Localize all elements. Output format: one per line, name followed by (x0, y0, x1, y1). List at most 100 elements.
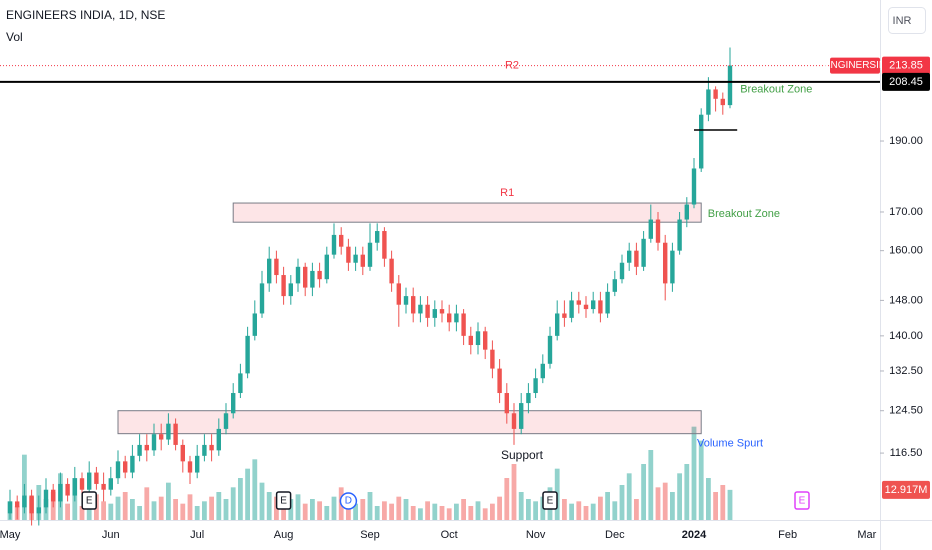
candle-body (382, 231, 387, 259)
volume-bar (490, 503, 495, 520)
volume-bar (259, 482, 265, 520)
volume-bar (533, 501, 538, 520)
candle-body (627, 250, 632, 263)
volume-bar (122, 492, 128, 520)
candle-body (519, 403, 524, 429)
zone-label: R1 (500, 187, 514, 199)
candle-body (540, 363, 545, 379)
volume-bar (367, 492, 373, 520)
volume-bar (202, 501, 207, 520)
candle-body (324, 254, 329, 280)
x-tick-label: Nov (526, 529, 546, 541)
x-tick-label: Feb (778, 529, 797, 541)
volume-bar (324, 506, 330, 520)
candle-body (43, 489, 49, 508)
x-tick-label: 2024 (682, 529, 707, 541)
event-marker (275, 491, 292, 510)
candle-body (87, 472, 92, 490)
volume-bar (504, 478, 510, 520)
candle-body (223, 413, 229, 429)
volume-bar (410, 506, 416, 520)
candle-body (202, 444, 207, 456)
candle-body (511, 413, 517, 429)
candle-layer (7, 47, 733, 526)
volume-bar (497, 496, 502, 520)
candle-body (123, 461, 128, 473)
event-marker (81, 491, 97, 510)
volume-bar (101, 501, 106, 520)
y-tick-label: 124.50 (889, 405, 923, 417)
volume-bar (166, 482, 171, 520)
volume-bar (223, 499, 229, 520)
candle-body (29, 495, 34, 514)
volume-bar (439, 506, 445, 520)
volume-bar (382, 501, 387, 520)
candle-body (79, 478, 85, 490)
candle-body (504, 393, 509, 414)
candle-body (425, 304, 430, 318)
candle-body (209, 444, 214, 451)
candle-body (483, 331, 488, 350)
volume-bar (670, 492, 675, 520)
candle-body (166, 423, 171, 440)
candle-body (252, 313, 257, 336)
candle-body (65, 483, 70, 496)
event-label: E (799, 496, 806, 507)
currency-button[interactable] (888, 7, 926, 34)
volume-bar (720, 485, 726, 520)
zone-label: Support (501, 448, 544, 462)
volume-bar (252, 459, 258, 520)
volume-bar (691, 426, 697, 520)
candle-body (339, 234, 344, 247)
event-marker (339, 492, 358, 510)
x-tick-label: Oct (441, 529, 458, 541)
volume-bar (194, 506, 200, 520)
candle-body (677, 219, 682, 251)
x-tick-label: Aug (274, 529, 294, 541)
candle-body (576, 300, 581, 305)
volume-bar (641, 464, 646, 520)
volume-bar (461, 499, 466, 520)
candle-body (713, 89, 718, 99)
volume-bar (245, 468, 250, 520)
candle-body (259, 283, 265, 314)
volume-bar (425, 501, 430, 520)
candle-body (15, 501, 20, 508)
volume-bar (655, 487, 661, 520)
candle-body (267, 258, 272, 284)
chart-title: ENGINEERS INDIA, 1D, NSE (6, 8, 165, 22)
event-label: E (86, 496, 93, 507)
volume-bar (137, 506, 142, 520)
candle-body (533, 378, 538, 394)
candle-body (619, 262, 625, 280)
candle-body (346, 246, 351, 263)
candle-body (331, 234, 337, 255)
x-tick-label: May (0, 529, 21, 541)
candle-body (159, 434, 164, 440)
candle-body (216, 428, 221, 451)
annotation: Breakout Zone (740, 83, 812, 95)
volume-bar (230, 487, 236, 520)
overlay-layer: 116.50 124.50 132.50 140.00 148.00 160.00 170.… (0, 56, 930, 541)
candle-body (670, 250, 675, 284)
price-tag-label: 213.85 (889, 59, 923, 71)
candle-body (151, 434, 157, 451)
candle-body (591, 300, 596, 310)
zone (117, 410, 702, 435)
candle-body (684, 204, 689, 220)
volume-bar (317, 501, 322, 520)
volume-bar (108, 503, 114, 520)
candle-body (468, 335, 473, 346)
candle-body (648, 219, 653, 239)
x-tick-label: Jun (102, 529, 120, 541)
volume-bar (79, 506, 85, 520)
candle-body (547, 335, 553, 364)
y-tick-label: 116.50 (890, 447, 923, 459)
candle-body (439, 309, 445, 314)
x-tick-label: Sep (360, 529, 380, 541)
candle-body (475, 331, 481, 346)
volume-bar (482, 508, 488, 520)
candle-body (375, 231, 380, 243)
volume-bar (590, 503, 596, 520)
